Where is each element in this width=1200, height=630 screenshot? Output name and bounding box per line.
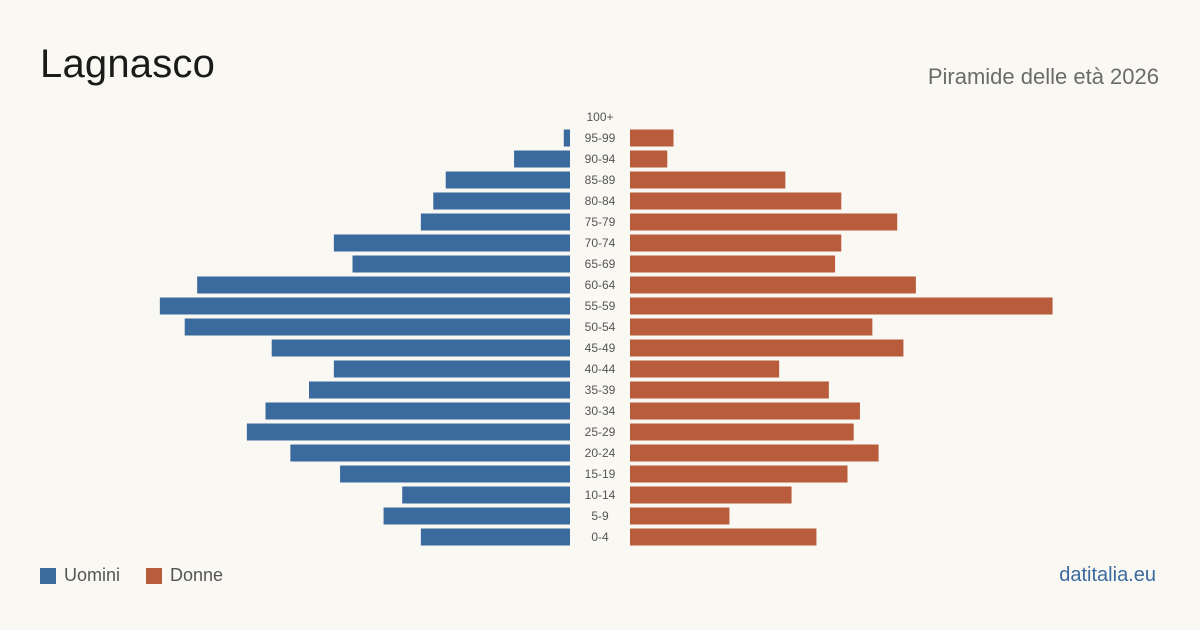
bar-women-70-74 (630, 234, 842, 252)
age-group-label: 35-39 (585, 383, 616, 397)
bar-women-25-29 (630, 423, 854, 441)
brand-link[interactable]: datitalia.eu (1059, 564, 1156, 586)
bar-women-80-84 (630, 192, 842, 210)
bar-women-15-19 (630, 465, 848, 483)
bar-women-55-59 (630, 297, 1053, 315)
age-group-label: 65-69 (585, 257, 616, 271)
bar-men-90-94 (514, 150, 570, 168)
chart-subtitle: Piramide delle età 2026 (927, 64, 1159, 89)
age-group-label: 30-34 (585, 404, 616, 418)
age-group-label: 60-64 (585, 278, 616, 292)
bar-men-80-84 (433, 192, 570, 210)
age-group-label: 70-74 (585, 236, 616, 250)
age-group-label: 5-9 (591, 509, 609, 523)
age-group-label: 80-84 (585, 194, 616, 208)
age-group-label: 55-59 (585, 299, 616, 313)
age-group-label: 25-29 (585, 425, 616, 439)
bar-men-0-4 (420, 528, 570, 546)
bar-men-15-19 (340, 465, 570, 483)
bar-men-55-59 (159, 297, 570, 315)
age-group-label: 20-24 (585, 446, 616, 460)
bar-women-95-99 (630, 129, 674, 147)
bar-women-75-79 (630, 213, 898, 231)
bar-women-30-34 (630, 402, 860, 420)
age-group-label: 45-49 (585, 341, 616, 355)
age-group-label: 85-89 (585, 173, 616, 187)
legend-label-men: Uomini (64, 565, 121, 585)
age-group-label: 95-99 (585, 131, 616, 145)
age-group-label: 10-14 (585, 488, 616, 502)
bar-men-95-99 (563, 129, 570, 147)
legend-swatch-men (40, 567, 56, 584)
bar-men-45-49 (271, 339, 570, 357)
bar-men-35-39 (309, 381, 570, 399)
age-group-label: 0-4 (591, 530, 609, 544)
age-group-label: 15-19 (585, 467, 616, 481)
age-group-label: 50-54 (585, 320, 616, 334)
bar-men-40-44 (333, 360, 570, 378)
bar-women-20-24 (630, 444, 879, 462)
bar-women-5-9 (630, 507, 730, 525)
bar-women-90-94 (630, 150, 668, 168)
page-title: Lagnasco (40, 42, 216, 86)
bar-men-20-24 (290, 444, 570, 462)
bar-men-75-79 (420, 213, 570, 231)
bar-women-50-54 (630, 318, 873, 336)
bar-women-35-39 (630, 381, 829, 399)
bar-women-85-89 (630, 171, 786, 189)
bar-men-85-89 (445, 171, 570, 189)
bar-men-30-34 (265, 402, 570, 420)
age-group-label: 90-94 (585, 152, 616, 166)
bar-women-40-44 (630, 360, 780, 378)
bar-men-5-9 (383, 507, 570, 525)
legend-label-women: Donne (170, 565, 224, 585)
legend-item-men: Uomini (40, 565, 120, 586)
bar-men-60-64 (197, 276, 570, 294)
age-group-label: 75-79 (585, 215, 616, 229)
bar-women-45-49 (630, 339, 904, 357)
bar-men-25-29 (246, 423, 570, 441)
bar-men-50-54 (184, 318, 570, 336)
chart-legend: Uomini Donne (40, 565, 241, 586)
bar-women-60-64 (630, 276, 916, 294)
bar-men-70-74 (333, 234, 570, 252)
bar-men-65-69 (352, 255, 570, 273)
bar-women-65-69 (630, 255, 836, 273)
age-group-label: 100+ (586, 110, 613, 124)
bar-women-10-14 (630, 486, 792, 504)
legend-item-women: Donne (146, 565, 223, 586)
age-group-label: 40-44 (585, 362, 616, 376)
legend-swatch-women (146, 567, 163, 584)
bar-men-10-14 (402, 486, 570, 504)
bar-women-0-4 (630, 528, 817, 546)
